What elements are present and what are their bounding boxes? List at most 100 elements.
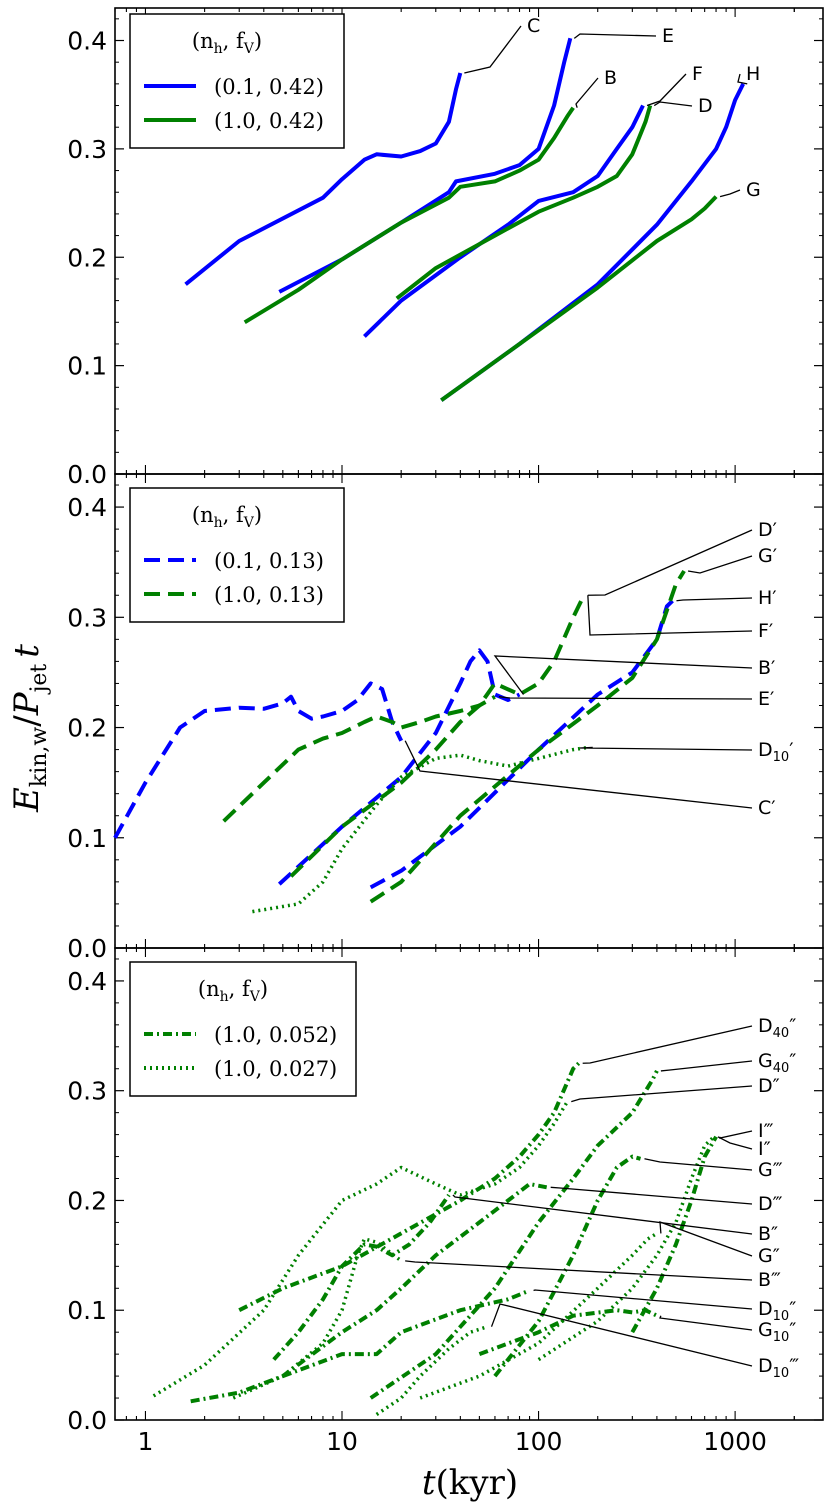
y-tick-label: 0.4 [67,967,107,996]
series-line-C [184,72,463,286]
annotation: B″ [452,1194,778,1245]
annotation: F′ [587,595,773,642]
legend-box [129,487,345,623]
series-line-I″ [537,1135,716,1362]
series-line-D10″ [282,1288,531,1378]
x-axis-label: t(kyr) [422,1463,518,1503]
annotation-leader [587,595,753,636]
series-line-H′ [369,599,674,890]
annotation-leader [719,189,741,198]
annotation-label: D40″ [758,1015,796,1041]
y-tick-label: 0.0 [67,460,107,489]
series-line-D40″ [238,1061,581,1312]
series-line-G″ [419,1231,658,1400]
y-tick-label: 0.2 [67,243,107,272]
legend: (nh, fV) (0.1, 0.13) (1.0, 0.13) [129,487,345,623]
annotation-label: E′ [758,688,774,710]
y-tick-label: 0.3 [67,603,107,632]
annotation: I″ [717,1136,771,1160]
annotation-leader [579,746,753,751]
series-line-F [363,104,645,338]
y-axis-label: Ekin,w/Pjett [7,644,52,813]
annotation: G‴ [644,1158,783,1181]
annotation: G′ [687,545,777,574]
annotation: E [573,25,674,47]
annotation-label: G40″ [758,1050,796,1076]
annotation-leader [493,655,753,695]
annotation-leader [659,1315,753,1331]
svg-text:t(kyr): t(kyr) [422,1463,518,1503]
legend: (nh, fV) (0.1, 0.42) (1.0, 0.42) [129,13,345,149]
annotation: D10′ [579,739,794,765]
legend-label: (1.0, 0.13) [214,583,324,607]
y-tick-label: 0.0 [67,1406,107,1435]
annotation-leader [573,33,657,39]
series-line-I‴ [630,1135,718,1334]
annotation-leader [587,529,753,596]
annotation-leader [582,1025,753,1064]
legend-label: (1.0, 0.027) [214,1057,337,1081]
annotation-label: D″ [758,1075,780,1097]
series-line-B′ [277,648,521,886]
series-line-D‴ [190,1182,548,1404]
annotation-label: C′ [758,797,776,819]
series-line-B″ [272,1193,451,1361]
panel-middle: 0.0 0.1 0.2 0.3 0.4 D′ G′ H′ F′ B′ E′ D10′ C′ (nh, fV… [67,473,824,963]
annotation: C [464,15,540,74]
legend-title: (nh, fV) [192,503,262,531]
annotation-leader [659,1221,753,1257]
annotation: G10″ [659,1315,796,1345]
plot-frame [114,947,824,1421]
annotation: F [646,63,703,107]
y-tick-label: 0.2 [67,1186,107,1215]
annotation-leader [533,1289,753,1310]
annotation-label: G [746,179,761,201]
annotation-leader [660,1060,753,1072]
annotation: H′ [676,587,777,609]
series-line-D″ [152,1100,569,1398]
annotation: B′ [493,655,775,695]
annotation-leader [550,1186,753,1205]
annotation-label: D′ [758,519,777,541]
panel-top: 0.0 0.1 0.2 0.3 0.4 C E B FD H G (nh, fV) (0.1, 0.42… [67,7,824,489]
legend-box [129,13,345,149]
annotation: B‴ [405,1260,781,1291]
panels: 0.0 0.1 0.2 0.3 0.4 C E B FD H G (nh, fV) (0.1, 0.42… [67,7,824,1456]
annotation: G″ [659,1221,780,1267]
annotation: D [653,95,713,117]
annotation: D″ [571,1075,780,1103]
series-line-B‴ [232,1237,403,1400]
annotation-leader [405,1260,753,1281]
annotation: D′ [587,519,777,596]
legend-label: (0.1, 0.42) [214,75,324,99]
annotation-label: D10″ [758,1298,796,1324]
y-tick-label: 0.4 [67,493,107,522]
legend-label: (1.0, 0.42) [214,109,324,133]
series-line-D10′ [252,745,589,914]
y-tick-label: 0.4 [67,27,107,56]
annotation-label: G10″ [758,1319,796,1345]
annotation: D‴ [550,1186,783,1215]
annotation-label: I‴ [758,1120,774,1142]
annotation: D10‴ [490,1303,799,1381]
annotation-leader [676,597,753,602]
series-line-G′ [369,569,686,904]
annotation-label: H [746,63,760,85]
annotation-leader [464,25,522,74]
legend-title: (nh, fV) [192,29,262,57]
y-tick-label: 0.1 [67,352,107,381]
legend-label: (1.0, 0.052) [214,1023,337,1047]
series-line-B [243,106,575,325]
annotation: D40″ [582,1015,796,1064]
annotation-leader [490,1303,753,1367]
x-tick-label: 10 [326,1427,358,1456]
annotation-label: G‴ [758,1159,783,1181]
annotation-leader [717,1136,753,1150]
annotation-label: D [698,95,713,117]
annotation-label: G′ [758,545,777,567]
series-line-G‴ [493,1154,642,1378]
y-tick-label: 0.0 [67,934,107,963]
y-tick-label: 0.3 [67,1077,107,1106]
series-line-D′ [289,594,586,878]
